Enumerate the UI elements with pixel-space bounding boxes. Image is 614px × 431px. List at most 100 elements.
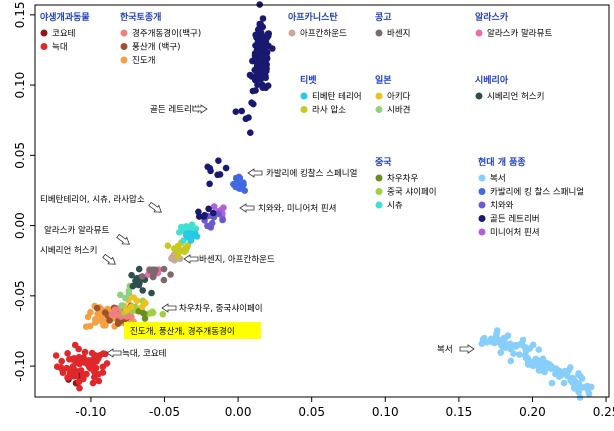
x-tick-label: 0.25: [593, 405, 614, 419]
data-point: [141, 315, 149, 322]
annotation-복서: 복서: [437, 344, 475, 355]
data-point: [117, 291, 124, 299]
data-point: [87, 308, 94, 316]
annotation-arrow-icon: [239, 203, 255, 213]
y-tick-label: 0.05: [13, 142, 27, 169]
data-point: [259, 34, 266, 42]
data-point: [253, 59, 261, 67]
annotation-arrow-icon: [183, 254, 199, 264]
data-point: [215, 157, 222, 164]
data-point: [504, 332, 512, 339]
legend-item-label: 차우차우: [387, 174, 418, 184]
data-point: [565, 367, 572, 374]
annotation-arrow-icon: [161, 303, 177, 313]
series-카발리에-킹-찰스-스패니얼: [230, 173, 248, 194]
data-point: [240, 179, 247, 186]
data-point: [57, 364, 65, 371]
data-point: [139, 303, 146, 311]
annotation-highlight: [124, 322, 261, 339]
data-point: [264, 82, 272, 89]
data-point: [91, 373, 98, 381]
series-복서: [478, 327, 595, 401]
data-point: [102, 322, 109, 329]
legend-marker: [375, 174, 383, 182]
series-라사-압소: [164, 239, 192, 259]
data-point: [100, 350, 107, 357]
data-point: [180, 237, 187, 244]
data-point: [516, 351, 523, 358]
data-point: [164, 242, 172, 249]
data-point: [178, 223, 185, 231]
annotation-arrow-icon: [106, 348, 122, 358]
legend-marker: [300, 92, 308, 100]
legend-item-label: 시츄: [387, 201, 403, 211]
data-point: [58, 357, 65, 365]
data-point: [526, 345, 534, 352]
data-point: [205, 205, 212, 213]
data-point: [269, 45, 276, 52]
data-point: [251, 73, 258, 80]
legend-group-title: 아프카니스탄: [288, 11, 338, 23]
data-point: [541, 368, 548, 376]
data-point: [263, 61, 271, 68]
annotation-label: 복서: [437, 345, 453, 355]
points-layer: [52, 1, 595, 401]
data-point: [510, 350, 517, 357]
legend-group-title: 한국토종개: [120, 11, 161, 23]
data-point: [128, 271, 135, 279]
x-tick-label: 0.20: [519, 405, 546, 419]
data-point: [257, 46, 265, 54]
data-point: [95, 377, 103, 385]
legend-group-title: 콩고: [375, 12, 392, 23]
x-tick-label: -0.05: [149, 405, 180, 419]
data-point: [259, 84, 267, 91]
legend-item-label: 진도개: [132, 55, 155, 66]
legend-group-title: 티벳: [300, 74, 317, 86]
legend-marker: [120, 29, 128, 37]
series-늑대: [52, 341, 111, 392]
data-point: [67, 373, 75, 380]
data-point: [146, 266, 153, 274]
legend-marker: [475, 29, 483, 37]
annotation-카발리에-킹찰스-스페니얼: 카발리에 킹찰스 스페니얼: [247, 168, 358, 179]
data-point: [132, 277, 139, 285]
data-point: [167, 271, 174, 278]
data-point: [127, 303, 135, 311]
data-point: [135, 265, 143, 273]
annotation-label: 시베리언 허스키: [40, 245, 97, 256]
legend-item-label: 치와와: [490, 200, 514, 211]
legend-item-label: 아키다: [387, 91, 411, 102]
data-point: [548, 379, 556, 387]
annotation-골든-레트리버: 골든 레트리버: [150, 104, 208, 115]
data-point: [575, 388, 582, 396]
y-tick-label: 0.15: [13, 1, 27, 28]
y-tick-label: 0.00: [13, 212, 27, 239]
data-point: [519, 336, 527, 344]
data-point: [507, 357, 515, 365]
x-tick-label: 0.05: [298, 405, 325, 419]
legend-item-label: 경주개동경이(백구): [132, 28, 201, 39]
data-point: [148, 289, 155, 297]
annotation-label: 바센지, 아프칸하운드: [199, 254, 275, 265]
data-point: [174, 252, 182, 259]
annotation-label: 늑대, 코요테: [122, 349, 167, 359]
legend-marker: [40, 29, 48, 37]
legend-item-label: 미니어처 핀셔: [490, 227, 540, 238]
data-point: [75, 359, 82, 367]
annotation-티베탄테리어-시츄-라사압소: 티베탄테리어, 시츄, 라사압소: [40, 194, 162, 213]
data-point: [201, 211, 208, 219]
annotation-label: 차우차우, 중국샤이페이: [179, 303, 263, 314]
data-point: [160, 276, 168, 284]
annotation-늑대-코요테: 늑대, 코요테: [106, 348, 167, 359]
legend-item-label: 라사 압소: [312, 106, 346, 116]
data-point: [247, 129, 254, 136]
series-골든-레트리버: [195, 1, 276, 220]
annotation-바센지-아프칸하운드: 바센지, 아프칸하운드: [183, 254, 275, 265]
data-point: [540, 360, 547, 368]
annotation-label: 골든 레트리버: [150, 104, 200, 115]
